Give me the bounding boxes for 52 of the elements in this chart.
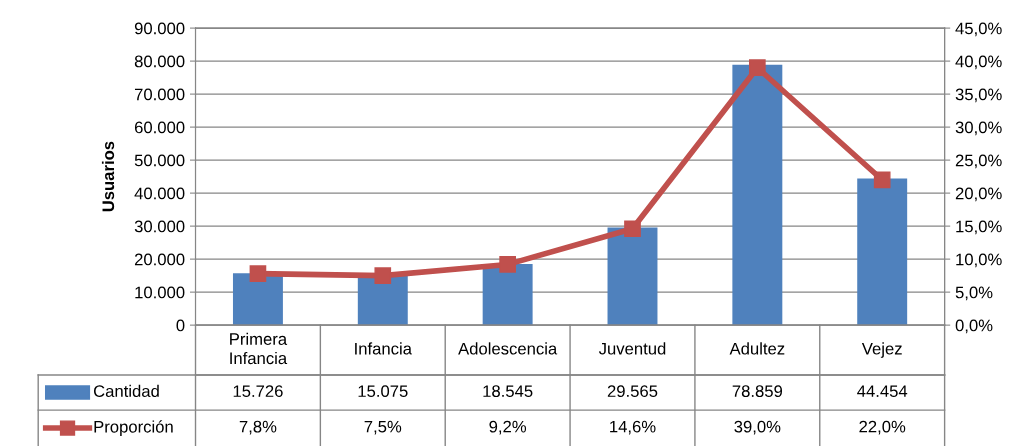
y-tick-label: 0 — [176, 319, 185, 332]
x-tick-label: Infancia — [355, 342, 412, 355]
bar — [857, 178, 908, 326]
data-label: 18.545 — [483, 385, 533, 398]
y-tick-label: 40.000 — [134, 187, 185, 200]
x-tick-label: Adolescencia — [458, 342, 558, 355]
y2-tick-label: 35,0% — [955, 88, 1002, 103]
y2-tick-label: 30,0% — [955, 121, 1002, 136]
point — [249, 265, 267, 282]
y-tick-label: 60.000 — [134, 121, 185, 134]
y2-tick-label: 15,0% — [956, 220, 1002, 235]
x-tick-label: Juventud — [598, 342, 666, 355]
y-tick-label: 80.000 — [134, 55, 185, 68]
point — [374, 267, 392, 284]
y2-tick-label: 40,0% — [955, 55, 1002, 70]
point — [624, 220, 641, 238]
legend-label: Cantidad — [93, 384, 159, 398]
bar — [232, 273, 283, 326]
y-tick-label: 30.000 — [134, 220, 185, 233]
legend-label: Proporción — [94, 420, 173, 436]
y-tick-label: 20.000 — [134, 253, 185, 266]
bar — [607, 227, 658, 326]
point — [873, 171, 891, 189]
data-label: 9,2% — [489, 420, 527, 435]
x-tick-label: Primera Infancia — [230, 332, 288, 365]
y2-tick-label: 45,0% — [955, 22, 1002, 37]
y-tick-label: 10.000 — [135, 286, 185, 299]
data-label: 78.859 — [732, 385, 783, 398]
x-tick-label: Adultez — [729, 342, 785, 355]
data-label: 14,6% — [610, 420, 656, 435]
data-label: 39,0% — [734, 420, 781, 435]
bar — [732, 64, 783, 326]
data-label: 44.454 — [857, 385, 908, 398]
data-label: 15.075 — [358, 385, 408, 398]
x-tick-label: Vejez — [861, 342, 902, 358]
data-label: 7,5% — [364, 420, 402, 435]
y2-tick-label: 20,0% — [955, 187, 1002, 202]
y-axis-title: Usuarios — [101, 141, 115, 212]
point — [749, 59, 766, 77]
bar — [482, 263, 533, 326]
y-tick-label: 90.000 — [134, 22, 185, 35]
point — [499, 256, 516, 273]
data-label: 15.726 — [233, 385, 283, 398]
y2-tick-label: 10,0% — [956, 253, 1002, 268]
y-tick-label: 70.000 — [134, 88, 185, 101]
data-label: 29.565 — [607, 385, 658, 398]
y2-tick-label: 0,0% — [955, 319, 993, 334]
y2-tick-label: 5,0% — [955, 286, 993, 301]
data-label: 7,8% — [239, 420, 277, 435]
data-label: 22,0% — [859, 420, 906, 435]
y2-tick-label: 25,0% — [955, 154, 1002, 169]
y-tick-label: 50.000 — [134, 154, 185, 167]
